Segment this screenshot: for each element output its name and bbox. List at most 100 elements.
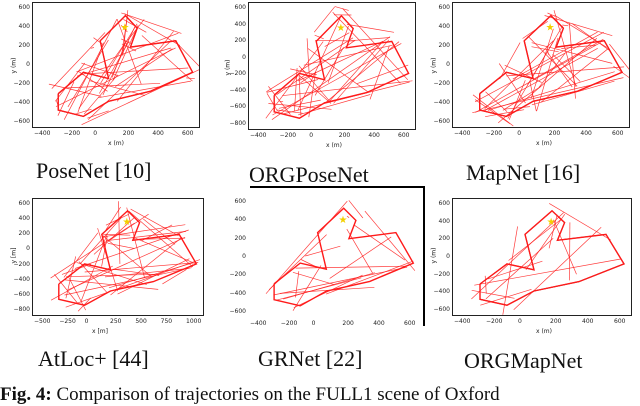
predicted-path-segment [545, 16, 613, 36]
y-tick-label: 0 [242, 253, 246, 260]
x-tick-label: −200 [281, 320, 297, 327]
panel-label: ORGPoseNet [249, 162, 369, 188]
x-tick-label: −250 [59, 318, 75, 325]
start-marker-icon: ★ [122, 217, 131, 228]
x-tick-label: 600 [614, 318, 625, 325]
predicted-path-segment [293, 272, 334, 284]
y-tick-label: 200 [439, 42, 450, 49]
x-tick-label: 0 [93, 130, 97, 137]
start-marker-icon: ★ [546, 23, 555, 34]
y-axis-label: y (m) [430, 248, 437, 264]
y-tick-label: −600 [230, 103, 246, 110]
predicted-path-segment [326, 261, 413, 294]
predicted-path-segment [65, 268, 192, 295]
x-tick-label: −500 [34, 318, 50, 325]
y-tick-label: −600 [434, 306, 450, 313]
x-tick-label: 200 [342, 320, 353, 327]
predicted-path-segment [553, 54, 581, 81]
y-tick-label: 200 [235, 235, 246, 242]
x-tick-label: 1000 [186, 318, 201, 325]
x-tick-label: 0 [309, 132, 313, 139]
predicted-path-segment [101, 24, 137, 83]
x-tick-label: 400 [582, 318, 593, 325]
y-tick-label: 400 [19, 23, 30, 30]
frame-line-top [250, 186, 425, 188]
x-tick-label: 600 [612, 130, 623, 137]
y-tick-label: −600 [14, 118, 30, 125]
panel-label: MapNet [16] [466, 160, 580, 186]
panel-label: PoseNet [10] [36, 158, 151, 184]
y-tick-label: 0 [446, 253, 450, 260]
y-tick-label: 400 [19, 215, 30, 222]
y-tick-label: 600 [235, 4, 246, 11]
predicted-path-segment [347, 24, 394, 32]
predicted-path-segment [65, 83, 160, 88]
x-tick-label: 0 [85, 318, 89, 325]
x-tick-label: −200 [486, 318, 502, 325]
x-tick-label: 200 [550, 318, 561, 325]
predicted-path-segment [108, 243, 134, 248]
trajectory-plot: ★ [452, 198, 632, 316]
trajectory-svg: ★ [33, 199, 204, 316]
y-tick-label: −600 [14, 291, 30, 298]
x-tick-label: −200 [486, 130, 502, 137]
predicted-path-segment [186, 78, 195, 79]
y-tick-label: 600 [19, 4, 30, 11]
predicted-path-segment [314, 7, 335, 33]
predicted-path-segment [115, 49, 172, 87]
y-tick-label: 400 [235, 21, 246, 28]
y-tick-label: 0 [446, 61, 450, 68]
x-tick-label: −400 [250, 320, 266, 327]
predicted-path-segment [299, 73, 301, 116]
x-tick-label: 400 [368, 132, 379, 139]
trajectory-svg: ★ [453, 199, 632, 316]
predicted-path-segment [78, 43, 104, 113]
trajectory-plot: ★ [248, 196, 422, 318]
predicted-path-segment [296, 271, 299, 297]
predicted-path-segment [51, 223, 135, 278]
x-tick-label: 200 [549, 130, 560, 137]
x-tick-label: −400 [34, 130, 50, 137]
trajectory-svg: ★ [249, 3, 416, 130]
x-tick-label: −400 [250, 132, 266, 139]
predicted-path-segment [66, 260, 200, 308]
y-tick-label: −200 [230, 70, 246, 77]
predicted-path-segment [121, 39, 131, 44]
y-tick-label: 600 [439, 200, 450, 207]
y-axis-label: y [m] [10, 248, 17, 264]
predicted-path-segment [62, 264, 91, 274]
predicted-path-segment [76, 33, 178, 72]
y-tick-label: −400 [230, 290, 246, 297]
panel-label: ORGMapNet [464, 348, 583, 374]
predicted-path-segment [485, 276, 486, 294]
x-tick-label: 200 [123, 130, 134, 137]
x-tick-label: 600 [182, 130, 193, 137]
predicted-path-segment [554, 220, 577, 275]
predicted-path-segment [75, 230, 189, 269]
predicted-path-segment [531, 29, 553, 98]
y-axis-label: y (m) [224, 60, 231, 76]
x-axis-label: x (m) [108, 140, 124, 147]
x-axis-label: x [m] [92, 328, 108, 335]
y-tick-label: 0 [242, 54, 246, 61]
x-tick-label: 400 [152, 130, 163, 137]
predicted-path-segment [277, 40, 356, 95]
y-tick-label: 600 [235, 198, 246, 205]
y-tick-label: −200 [434, 271, 450, 278]
predicted-path-segment [298, 95, 370, 115]
predicted-path-segment [80, 218, 121, 264]
y-tick-label: −200 [434, 80, 450, 87]
y-axis-label: y (m) [10, 58, 17, 74]
trajectory-svg: ★ [453, 3, 630, 128]
trajectory-plot: ★ [452, 2, 630, 128]
y-tick-label: −600 [434, 118, 450, 125]
y-tick-label: 200 [439, 235, 450, 242]
predicted-path-segment [472, 290, 515, 298]
y-tick-label: 200 [19, 230, 30, 237]
predicted-path-segment [530, 82, 536, 111]
x-tick-label: 0 [517, 130, 521, 137]
predicted-path-segment [294, 275, 363, 308]
x-tick-label: −200 [280, 132, 296, 139]
